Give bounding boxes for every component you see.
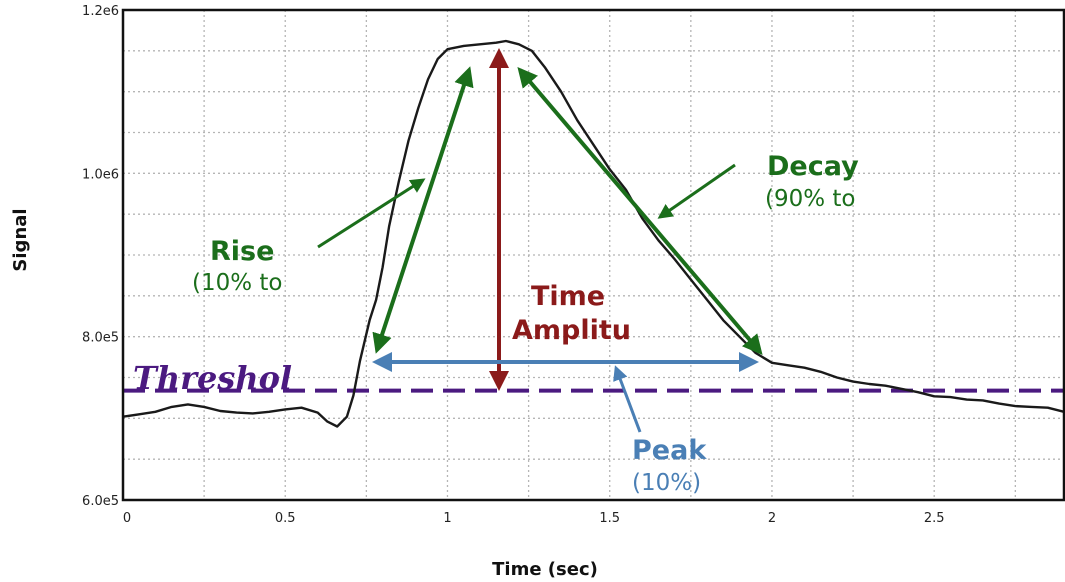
y-axis-title: Signal [10, 208, 31, 271]
plot-frame [121, 8, 1065, 502]
rise-double-arrow [372, 66, 474, 354]
threshold-label: Threshol [133, 359, 292, 397]
x-tick-label: 2 [768, 511, 776, 526]
peak-sublabel: (10%) [632, 470, 701, 496]
time-label: Time [531, 281, 605, 312]
signal-series-line [122, 39, 1065, 428]
decay-double-arrow [517, 66, 763, 356]
y-tick-label: 8.0e5 [82, 331, 119, 346]
rise-sublabel: (10% to [192, 270, 283, 296]
x-axis-title: Time (sec) [492, 559, 598, 580]
peak-label: Peak [632, 435, 707, 466]
x-tick-label: 2.5 [924, 511, 945, 526]
x-tick-label: 0 [123, 511, 131, 526]
y-axis-ticks: 6.0e5 8.0e5 1.0e6 1.2e6 [82, 4, 119, 509]
decay-sublabel: (90% to [765, 186, 856, 212]
rise-label: Rise [210, 236, 274, 267]
x-tick-label: 1.5 [599, 511, 620, 526]
decay-label: Decay [767, 151, 859, 182]
rise-pointer-arrow [317, 178, 426, 249]
x-tick-label: 0.5 [275, 511, 296, 526]
decay-pointer-arrow [657, 163, 736, 219]
peak-pointer-arrow [613, 365, 642, 433]
x-axis-ticks: 0 0.5 1 1.5 2 2.5 [123, 511, 945, 526]
y-tick-label: 1.0e6 [82, 167, 119, 182]
x-tick-label: 1 [443, 511, 451, 526]
amplitude-label: Amplitu [512, 315, 631, 346]
y-tick-label: 1.2e6 [82, 4, 119, 19]
y-tick-label: 6.0e5 [82, 494, 119, 509]
